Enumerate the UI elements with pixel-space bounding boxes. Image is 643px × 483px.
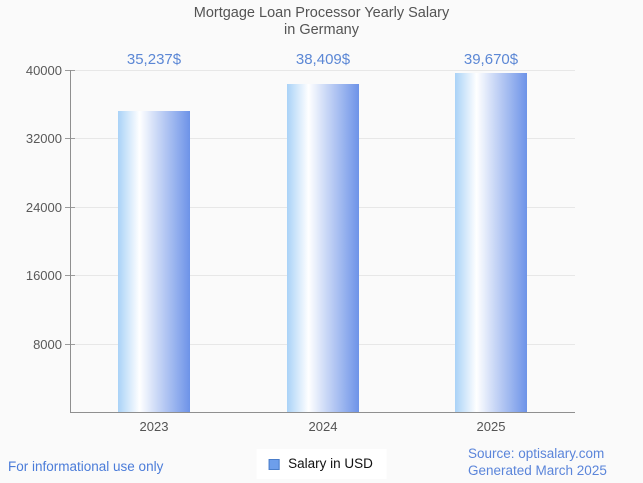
footer-disclaimer: For informational use only <box>8 459 164 474</box>
y-axis-label: 8000 <box>33 337 62 352</box>
x-axis-label: 2025 <box>476 419 506 434</box>
bar-2023[interactable] <box>118 111 190 412</box>
gridline <box>70 70 575 71</box>
bar-value-label: 35,237$ <box>126 51 182 68</box>
legend-item-salary[interactable]: Salary in USD <box>256 449 387 479</box>
y-axis-label: 40000 <box>25 63 62 78</box>
bar-2024[interactable] <box>287 84 359 412</box>
legend-marker-icon <box>268 458 280 470</box>
y-axis-label: 32000 <box>25 131 62 146</box>
bar-2025[interactable] <box>455 73 527 412</box>
y-axis-label: 16000 <box>25 268 62 283</box>
chart-title: Mortgage Loan Processor Yearly Salary in… <box>0 5 643 39</box>
footer-attribution: Source: optisalary.com Generated March 2… <box>468 445 607 479</box>
footer-source: Source: optisalary.com <box>468 446 605 461</box>
footer-generated: Generated March 2025 <box>468 463 607 478</box>
bar-value-label: 38,409$ <box>295 51 351 68</box>
y-axis-line <box>70 70 71 412</box>
x-axis-label: 2024 <box>308 419 338 434</box>
x-axis-line <box>70 412 575 413</box>
chart-title-line1: Mortgage Loan Processor Yearly Salary <box>193 5 450 21</box>
x-axis-label: 2023 <box>139 419 169 434</box>
chart-title-line2: in Germany <box>284 22 359 38</box>
bar-value-label: 39,670$ <box>463 51 519 68</box>
y-axis-label: 24000 <box>25 200 62 215</box>
legend-label: Salary in USD <box>288 456 373 471</box>
